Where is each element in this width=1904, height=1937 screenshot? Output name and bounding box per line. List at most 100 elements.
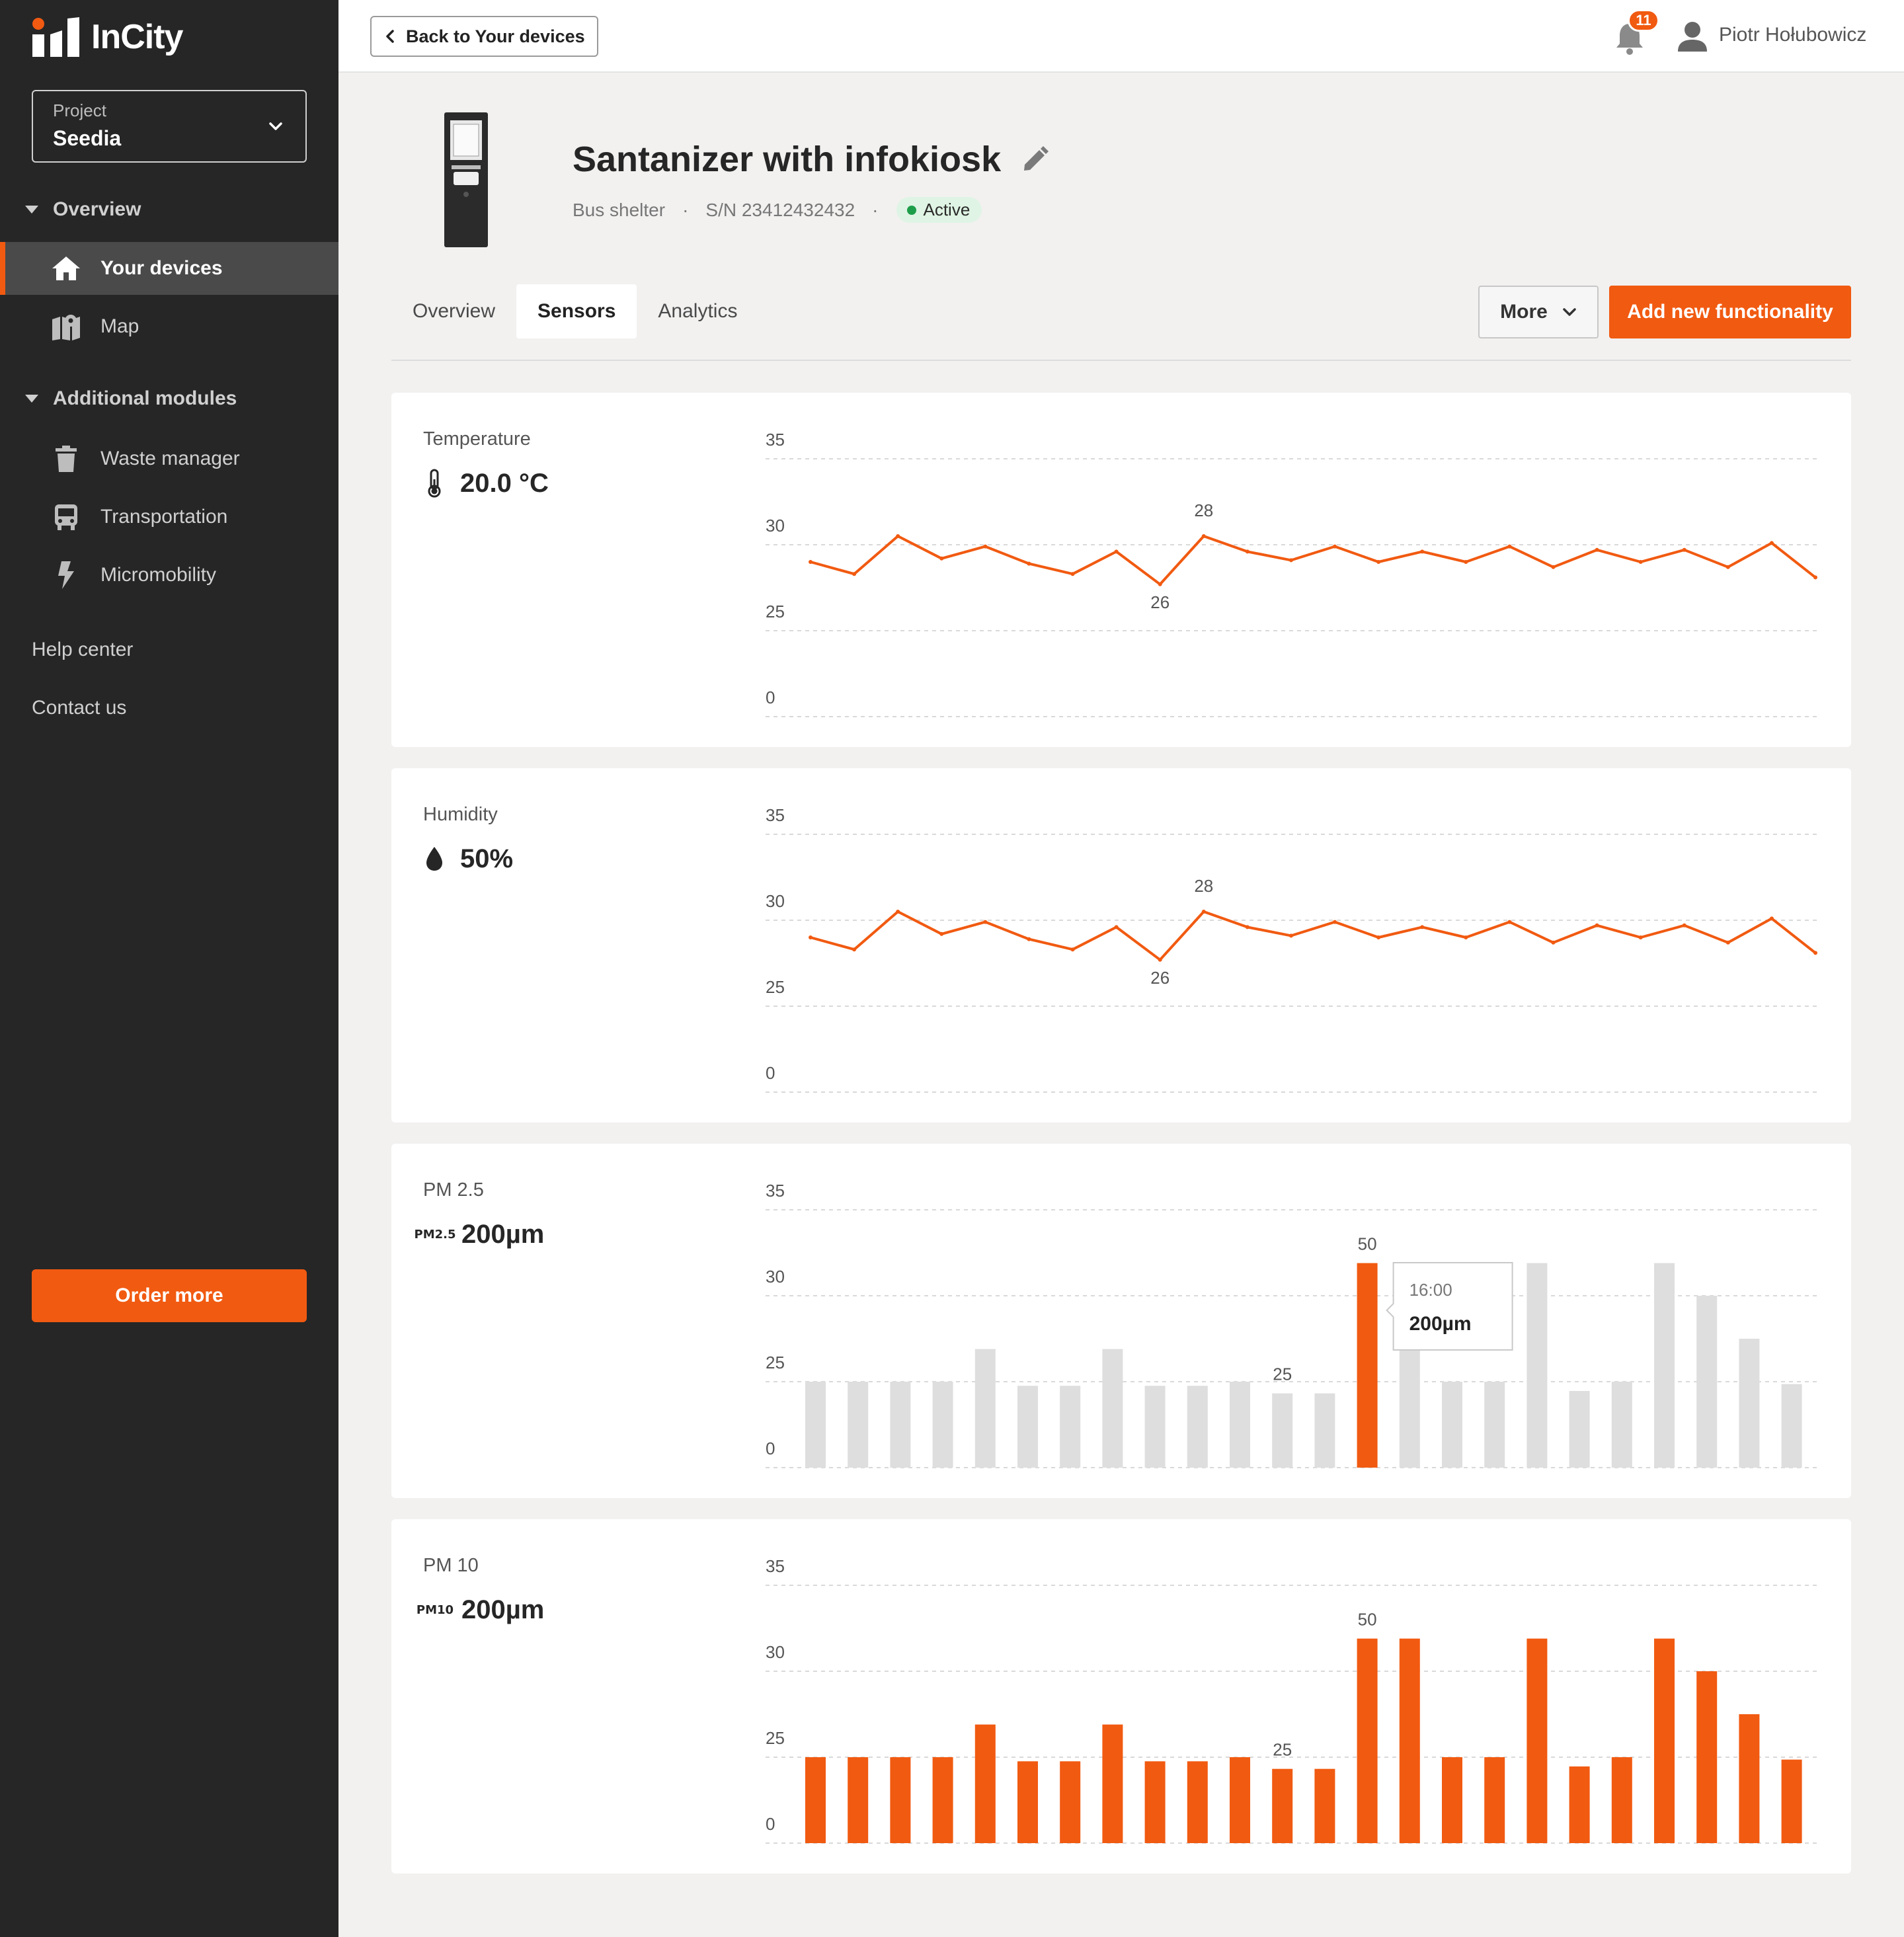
- data-point[interactable]: [1245, 925, 1250, 929]
- bar[interactable]: [1017, 1386, 1038, 1468]
- sidebar-item-map[interactable]: Map: [0, 300, 338, 353]
- bar[interactable]: [1017, 1761, 1038, 1843]
- bar[interactable]: [1484, 1757, 1505, 1843]
- data-point[interactable]: [939, 556, 944, 561]
- data-point[interactable]: [1201, 910, 1206, 914]
- data-point[interactable]: [1769, 916, 1774, 921]
- sidebar-item-transportation[interactable]: Transportation: [0, 491, 338, 543]
- data-point[interactable]: [1420, 925, 1425, 929]
- bar[interactable]: [1569, 1391, 1590, 1468]
- data-point[interactable]: [809, 560, 813, 564]
- bar[interactable]: [1144, 1761, 1166, 1843]
- bar[interactable]: [805, 1382, 826, 1468]
- data-point[interactable]: [1376, 935, 1381, 939]
- bar[interactable]: [805, 1757, 826, 1843]
- bar[interactable]: [848, 1757, 869, 1843]
- data-point[interactable]: [1551, 565, 1556, 569]
- bar[interactable]: [932, 1757, 953, 1843]
- bar[interactable]: [848, 1382, 869, 1468]
- data-point[interactable]: [1376, 560, 1381, 564]
- sidebar-item-your-devices[interactable]: Your devices: [0, 242, 338, 295]
- bar[interactable]: [1781, 1759, 1802, 1843]
- user-name[interactable]: Piotr Hołubowicz: [1719, 24, 1867, 46]
- data-point[interactable]: [1638, 935, 1643, 939]
- data-point[interactable]: [1726, 940, 1730, 945]
- bar[interactable]: [1611, 1757, 1632, 1843]
- data-point[interactable]: [896, 534, 900, 538]
- pencil-icon[interactable]: [1021, 145, 1050, 174]
- sidebar-item-waste-manager[interactable]: Waste manager: [0, 432, 338, 485]
- bar[interactable]: [1102, 1349, 1123, 1468]
- bar[interactable]: [1781, 1384, 1802, 1468]
- help-center-link[interactable]: Help center: [32, 639, 134, 660]
- data-point[interactable]: [1158, 957, 1162, 962]
- bar[interactable]: [1230, 1757, 1250, 1843]
- contact-us-link[interactable]: Contact us: [32, 697, 127, 719]
- bar[interactable]: [1569, 1766, 1590, 1843]
- data-point[interactable]: [939, 931, 944, 936]
- bar[interactable]: [1272, 1393, 1293, 1468]
- add-new-functionality-button[interactable]: Add new functionality: [1609, 286, 1851, 338]
- bar[interactable]: [1187, 1386, 1208, 1468]
- data-point[interactable]: [1682, 547, 1686, 552]
- bar[interactable]: [1060, 1386, 1081, 1468]
- data-point[interactable]: [1245, 549, 1250, 554]
- data-point[interactable]: [1114, 549, 1119, 554]
- bar[interactable]: [1696, 1296, 1718, 1468]
- bar[interactable]: [890, 1382, 911, 1468]
- bar[interactable]: [1060, 1761, 1081, 1843]
- data-point[interactable]: [1114, 925, 1119, 929]
- data-point[interactable]: [1201, 534, 1206, 538]
- data-point[interactable]: [1289, 558, 1293, 563]
- order-more-button[interactable]: Order more: [32, 1269, 307, 1322]
- bar[interactable]: [1527, 1263, 1548, 1468]
- project-selector[interactable]: Project Seedia: [32, 90, 307, 163]
- tab-sensors[interactable]: Sensors: [516, 284, 637, 338]
- data-point[interactable]: [1333, 920, 1337, 924]
- bar[interactable]: [1654, 1263, 1675, 1468]
- data-point[interactable]: [1420, 549, 1425, 554]
- data-point[interactable]: [1595, 923, 1599, 928]
- data-point[interactable]: [983, 544, 988, 549]
- bar[interactable]: [1144, 1386, 1166, 1468]
- app-logo[interactable]: InCity: [32, 17, 183, 57]
- data-point[interactable]: [983, 920, 988, 924]
- bar[interactable]: [1442, 1382, 1462, 1468]
- data-point[interactable]: [1027, 561, 1031, 566]
- data-point[interactable]: [1289, 933, 1293, 938]
- bar[interactable]: [1611, 1382, 1632, 1468]
- bar[interactable]: [932, 1382, 953, 1468]
- bar[interactable]: [1272, 1768, 1293, 1843]
- user-icon[interactable]: [1675, 20, 1710, 54]
- bar[interactable]: [1357, 1638, 1378, 1843]
- data-point[interactable]: [1333, 544, 1337, 549]
- data-point[interactable]: [1595, 547, 1599, 552]
- bar[interactable]: [1442, 1757, 1462, 1843]
- bar[interactable]: [1654, 1638, 1675, 1843]
- data-point[interactable]: [1813, 575, 1817, 580]
- data-point[interactable]: [1158, 582, 1162, 586]
- data-point[interactable]: [1682, 923, 1686, 928]
- back-button[interactable]: Back to Your devices: [370, 16, 598, 57]
- bar[interactable]: [1696, 1671, 1718, 1843]
- data-point[interactable]: [1507, 920, 1512, 924]
- data-point[interactable]: [852, 947, 857, 952]
- data-point[interactable]: [1551, 940, 1556, 945]
- bar[interactable]: [1399, 1638, 1420, 1843]
- bar[interactable]: [1187, 1761, 1208, 1843]
- bar[interactable]: [1527, 1638, 1548, 1843]
- bar[interactable]: [890, 1757, 911, 1843]
- data-point[interactable]: [1070, 947, 1075, 952]
- bar[interactable]: [1357, 1263, 1378, 1468]
- data-point[interactable]: [1464, 935, 1468, 939]
- bar[interactable]: [1484, 1382, 1505, 1468]
- data-point[interactable]: [852, 572, 857, 576]
- bar[interactable]: [974, 1349, 996, 1468]
- bar[interactable]: [1314, 1768, 1335, 1843]
- bar[interactable]: [1314, 1393, 1335, 1468]
- data-point[interactable]: [1507, 544, 1512, 549]
- data-point[interactable]: [1769, 541, 1774, 545]
- tab-overview[interactable]: Overview: [413, 300, 496, 322]
- bar[interactable]: [1230, 1382, 1250, 1468]
- data-point[interactable]: [1726, 565, 1730, 569]
